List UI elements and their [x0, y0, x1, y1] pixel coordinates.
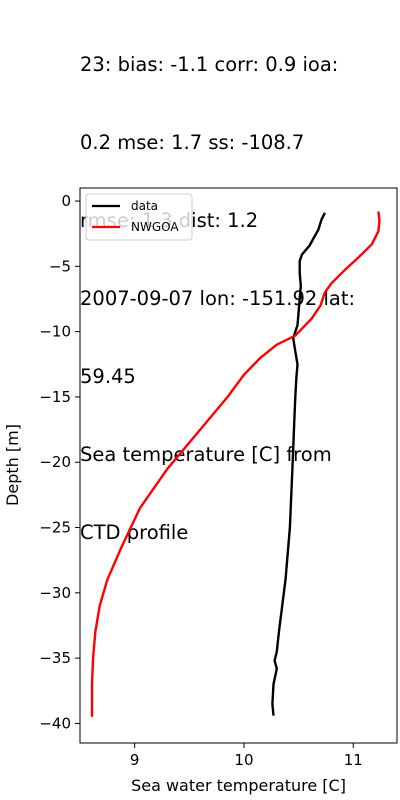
legend-label-nwgoa: NWGOA: [131, 220, 179, 234]
title-line: 59.45: [80, 365, 136, 388]
plot-frame: [79, 187, 398, 744]
x-tick-label: 9: [130, 751, 140, 769]
legend: data NWGOA: [85, 193, 193, 241]
y-tick-label: −15: [39, 388, 71, 406]
ticks-layer: 9 10 11 0 −5 −10 −15 −20 −25 −30 −35 −40: [39, 192, 362, 769]
series-line-nwgoa: [90, 211, 381, 717]
y-axis-label: Depth [m]: [3, 424, 22, 506]
title-line: Sea temperature [C] from: [80, 443, 332, 466]
title-line: CTD profile: [80, 521, 189, 544]
y-tick-label: −35: [39, 649, 71, 667]
series-line-data: [271, 212, 326, 716]
y-tick-label: −30: [39, 584, 71, 602]
series-layer: [90, 211, 381, 717]
y-tick-label: −5: [49, 257, 71, 275]
y-tick-label: 0: [61, 192, 71, 210]
y-tick-label: −10: [39, 323, 71, 341]
y-tick-label: −40: [39, 714, 71, 732]
title-line: 2007-09-07 lon: -151.92 lat:: [80, 287, 356, 310]
x-axis-label: Sea water temperature [C]: [131, 776, 346, 795]
title-line: 0.2 mse: 1.7 ss: -108.7: [80, 131, 305, 154]
y-tick-label: −20: [39, 453, 71, 471]
x-tick-label: 11: [344, 751, 363, 769]
x-tick-label: 10: [234, 751, 253, 769]
y-tick-label: −25: [39, 519, 71, 537]
title-line: 23: bias: -1.1 corr: 0.9 ioa:: [80, 53, 339, 76]
legend-label-data: data: [131, 199, 158, 213]
